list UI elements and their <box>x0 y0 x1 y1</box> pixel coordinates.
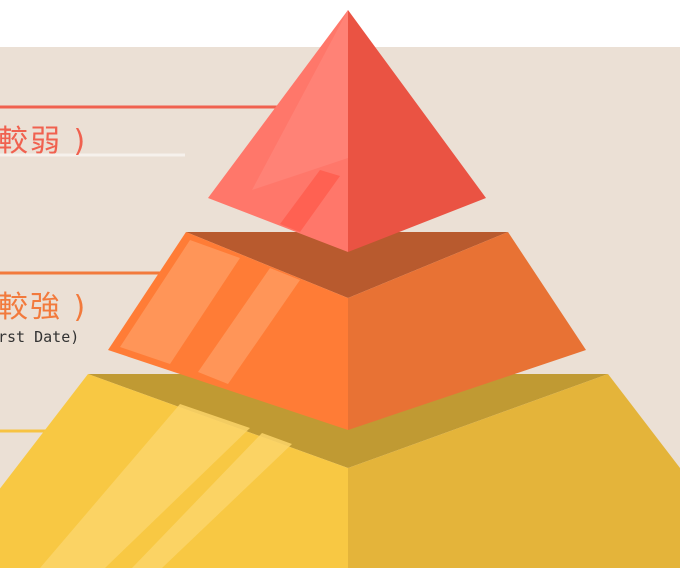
pyramid-tier-top <box>208 10 486 252</box>
tier-label-middle: 較強 ) <box>0 290 88 325</box>
bottom-tier-right-face <box>348 374 680 568</box>
middle-tier-highlight-2 <box>198 268 300 384</box>
tier-sublabel-middle: rst Date) <box>0 328 80 346</box>
bottom-tier-highlight <box>40 404 250 568</box>
middle-tier-top-face <box>186 232 508 298</box>
top-tier-highlight-2 <box>280 170 340 232</box>
pyramid-tier-bottom <box>0 374 680 568</box>
top-tier-right-face <box>348 10 486 252</box>
top-tier-highlight <box>252 10 348 190</box>
middle-tier-highlight <box>120 240 240 364</box>
middle-tier-right-face <box>348 232 586 430</box>
bottom-tier-highlight-2 <box>132 433 292 568</box>
tier-label-top: 較弱 ) <box>0 124 88 159</box>
pyramid-tier-middle <box>108 232 586 430</box>
